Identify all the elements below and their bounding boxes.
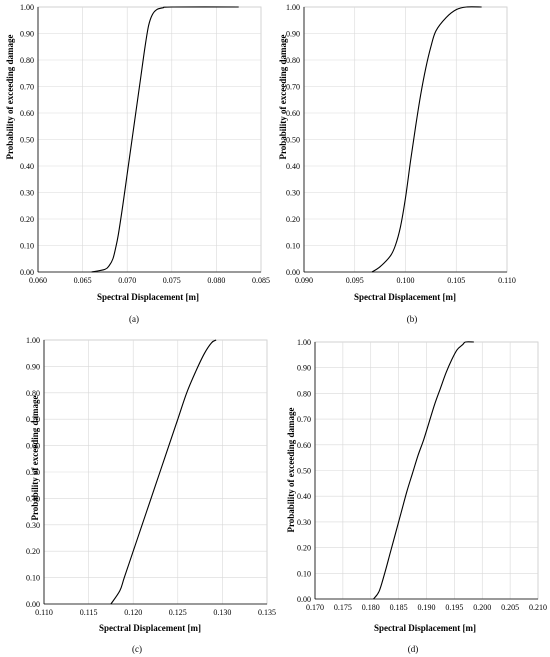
series-line <box>91 6 239 273</box>
x-tick-label: 0.130 <box>213 608 231 617</box>
y-tick-label: 0.20 <box>20 215 34 224</box>
x-tick-label: 0.070 <box>118 276 136 285</box>
x-tick-label: 0.210 <box>529 603 547 612</box>
x-axis-title: Spectral Displacement [m] <box>354 292 456 302</box>
y-tick-label: 1.00 <box>297 338 311 347</box>
x-tick-label: 0.100 <box>397 276 415 285</box>
y-tick-label: 0.40 <box>20 162 34 171</box>
panel-label: (b) <box>407 314 418 324</box>
y-tick-label: 0.60 <box>26 442 40 451</box>
chart-panel-d: Probability of exceeding damage Spectral… <box>286 338 547 654</box>
y-tick-label: 0.30 <box>286 189 300 198</box>
y-tick-label: 0.10 <box>26 574 40 583</box>
y-axis-title: Probability of exceeding damage <box>286 407 296 532</box>
y-tick-label: 0.90 <box>286 30 300 39</box>
y-tick-label: 0.60 <box>297 441 311 450</box>
chart-panel-a: Probability of exceeding damage Spectral… <box>5 3 270 324</box>
y-tick-label: 0.30 <box>20 189 34 198</box>
y-tick-label: 0.40 <box>286 162 300 171</box>
y-tick-label: 0.20 <box>26 547 40 556</box>
y-tick-label: 0.50 <box>286 136 300 145</box>
y-tick-label: 0.30 <box>297 518 311 527</box>
y-tick-label: 0.10 <box>297 569 311 578</box>
y-tick-label: 0.40 <box>297 492 311 501</box>
x-tick-label: 0.060 <box>29 276 47 285</box>
x-tick-label: 0.195 <box>445 603 463 612</box>
y-tick-label: 0.90 <box>297 364 311 373</box>
y-tick-label: 1.00 <box>26 336 40 345</box>
x-tick-label: 0.205 <box>501 603 519 612</box>
x-tick-label: 0.135 <box>258 608 276 617</box>
y-tick-label: 0.80 <box>297 389 311 398</box>
series-line <box>373 341 474 600</box>
x-tick-label: 0.110 <box>498 276 516 285</box>
x-axis-title: Spectral Displacement [m] <box>97 292 199 302</box>
y-tick-label: 0.20 <box>286 215 300 224</box>
x-tick-label: 0.065 <box>74 276 92 285</box>
x-tick-label: 0.090 <box>295 276 313 285</box>
y-tick-label: 0.20 <box>297 544 311 553</box>
y-tick-label: 0.40 <box>26 494 40 503</box>
y-tick-label: 1.00 <box>286 3 300 12</box>
x-tick-label: 0.115 <box>80 608 98 617</box>
y-tick-label: 0.50 <box>297 467 311 476</box>
x-tick-label: 0.080 <box>207 276 225 285</box>
x-tick-label: 0.170 <box>306 603 324 612</box>
panel-label: (d) <box>408 644 419 654</box>
y-tick-label: 0.70 <box>286 83 300 92</box>
y-tick-label: 0.70 <box>297 415 311 424</box>
y-tick-label: 0.10 <box>286 242 300 251</box>
x-tick-label: 0.185 <box>390 603 408 612</box>
x-tick-label: 0.175 <box>334 603 352 612</box>
y-tick-label: 0.60 <box>286 109 300 118</box>
y-tick-label: 0.30 <box>26 521 40 530</box>
y-tick-label: 0.90 <box>26 362 40 371</box>
y-tick-label: 0.70 <box>26 415 40 424</box>
y-tick-label: 0.00 <box>20 268 34 277</box>
panel-label: (c) <box>132 644 142 654</box>
x-tick-label: 0.105 <box>447 276 465 285</box>
x-tick-label: 0.180 <box>362 603 380 612</box>
y-tick-label: 0.80 <box>20 56 34 65</box>
y-tick-label: 0.50 <box>26 468 40 477</box>
y-axis-title: Probability of exceeding damage <box>278 34 288 159</box>
y-tick-label: 0.50 <box>20 136 34 145</box>
y-axis-title: Probability of exceeding damage <box>30 395 40 520</box>
y-tick-label: 0.00 <box>26 600 40 609</box>
x-tick-label: 0.125 <box>169 608 187 617</box>
x-axis-title: Spectral Displacement [m] <box>99 623 201 633</box>
x-tick-label: 0.085 <box>252 276 270 285</box>
x-tick-label: 0.110 <box>35 608 53 617</box>
series-line <box>371 6 482 273</box>
y-tick-label: 0.70 <box>20 83 34 92</box>
x-tick-label: 0.190 <box>418 603 436 612</box>
y-tick-label: 0.00 <box>286 268 300 277</box>
chart-panel-b: Probability of exceeding damage Spectral… <box>278 3 516 324</box>
x-tick-label: 0.095 <box>346 276 364 285</box>
y-axis-title: Probability of exceeding damage <box>5 34 15 159</box>
y-tick-label: 0.10 <box>20 242 34 251</box>
y-tick-label: 0.00 <box>297 595 311 604</box>
x-tick-label: 0.075 <box>163 276 181 285</box>
y-tick-label: 0.60 <box>20 109 34 118</box>
series-line <box>110 339 217 605</box>
x-tick-label: 0.200 <box>473 603 491 612</box>
y-tick-label: 0.80 <box>286 56 300 65</box>
y-tick-label: 0.80 <box>26 389 40 398</box>
chart-panel-c: Probability of exceeding damage Spectral… <box>26 336 276 654</box>
y-tick-label: 0.90 <box>20 30 34 39</box>
panel-label: (a) <box>129 314 139 324</box>
y-tick-label: 1.00 <box>20 3 34 12</box>
x-tick-label: 0.120 <box>124 608 142 617</box>
x-axis-title: Spectral Displacement [m] <box>374 623 476 633</box>
